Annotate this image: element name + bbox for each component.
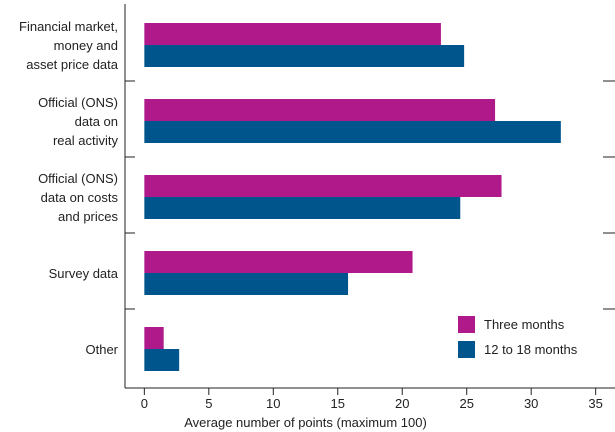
x-tick-label: 10: [266, 396, 280, 411]
bar-12-to-18-months: [144, 45, 465, 67]
bar-three-months: [144, 175, 502, 197]
bar-12-to-18-months: [144, 121, 561, 143]
x-tick-label: 15: [331, 396, 345, 411]
legend-label: 12 to 18 months: [484, 342, 578, 357]
bar-three-months: [144, 251, 413, 273]
category-label: asset price data: [26, 57, 119, 72]
x-tick-label: 35: [588, 396, 602, 411]
bar-three-months: [144, 327, 164, 349]
legend-swatch: [458, 316, 475, 333]
category-label: real activity: [53, 133, 119, 148]
category-label: Official (ONS): [38, 95, 118, 110]
category-label: Other: [85, 342, 118, 357]
x-axis-ticks: 0 5 10 15 20 25 30 35: [141, 388, 603, 411]
x-tick-label: 25: [459, 396, 473, 411]
category-label: Official (ONS): [38, 171, 118, 186]
bar-12-to-18-months: [144, 349, 180, 371]
category-labels: Financial market, money and asset price da…: [19, 19, 119, 357]
x-tick-label: 5: [205, 396, 212, 411]
bar-12-to-18-months: [144, 273, 349, 295]
category-label: money and: [54, 38, 118, 53]
legend-swatch: [458, 341, 475, 358]
plot-frame: [124, 4, 615, 389]
bar-three-months: [144, 99, 496, 121]
bar-three-months: [144, 23, 441, 45]
x-tick-label: 20: [395, 396, 409, 411]
bar-12-to-18-months: [144, 197, 461, 219]
x-axis-label: Average number of points (maximum 100): [184, 415, 427, 430]
category-label: Financial market,: [19, 19, 118, 34]
bars-group: [144, 23, 561, 371]
category-label: and prices: [58, 209, 118, 224]
legend: Three months 12 to 18 months: [458, 316, 578, 358]
legend-label: Three months: [484, 317, 565, 332]
category-label: Survey data: [49, 266, 119, 281]
category-label: data on: [75, 114, 118, 129]
category-label: data on costs: [41, 190, 119, 205]
x-tick-label: 0: [141, 396, 148, 411]
x-tick-label: 30: [524, 396, 538, 411]
